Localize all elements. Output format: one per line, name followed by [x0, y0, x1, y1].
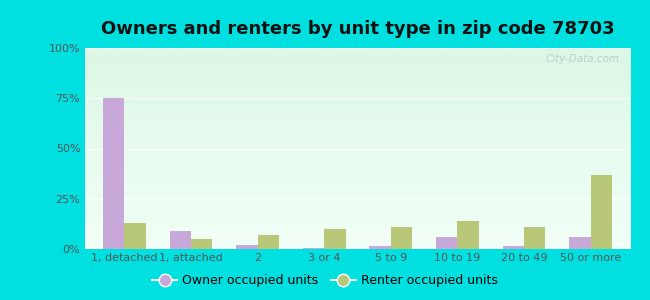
Bar — [591, 175, 612, 249]
Bar — [369, 246, 391, 249]
Bar — [324, 229, 346, 249]
Bar — [257, 235, 279, 249]
Bar — [103, 98, 124, 249]
Text: City-Data.com: City-Data.com — [545, 54, 619, 64]
Bar — [170, 231, 191, 249]
Bar — [237, 245, 257, 249]
Title: Owners and renters by unit type in zip code 78703: Owners and renters by unit type in zip c… — [101, 20, 614, 38]
Bar — [436, 237, 458, 249]
Bar — [502, 246, 524, 249]
Bar — [458, 221, 478, 249]
Bar — [303, 248, 324, 249]
Bar — [391, 227, 412, 249]
Bar — [569, 237, 591, 249]
Bar — [524, 227, 545, 249]
Bar — [191, 239, 213, 249]
Legend: Owner occupied units, Renter occupied units: Owner occupied units, Renter occupied un… — [148, 269, 502, 292]
Bar — [124, 223, 146, 249]
